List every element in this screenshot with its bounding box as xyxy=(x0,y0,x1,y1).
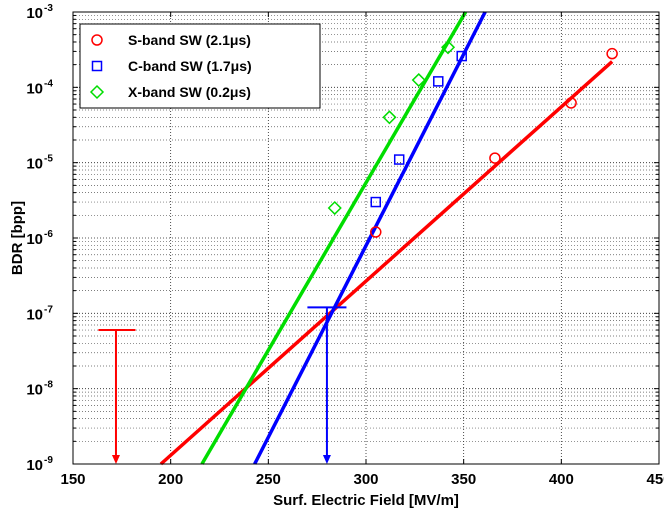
data-point-circle xyxy=(565,97,577,109)
data-point-circle xyxy=(370,226,382,238)
y-tick-exponent: -8 xyxy=(44,380,53,391)
legend-marker-diamond xyxy=(89,84,105,100)
y-axis-label: BDR [bpp] xyxy=(9,201,26,275)
legend-entry-label: S-band SW (2.1μs) xyxy=(128,32,251,48)
legend-box xyxy=(79,23,321,109)
x-tick-label: 400 xyxy=(549,471,574,488)
axes: 15020025030035040045010-910-810-710-610-… xyxy=(26,3,664,488)
x-tick-label: 150 xyxy=(60,471,85,488)
data-point-diamond xyxy=(327,200,342,216)
fit-line-square xyxy=(253,11,487,465)
legend-entry-label: X-band SW (0.2μs) xyxy=(128,84,251,100)
data-point-diamond xyxy=(440,40,456,55)
annotation-arrowhead xyxy=(322,455,331,464)
y-tick-label: 10 xyxy=(26,457,43,474)
y-tick-exponent: -6 xyxy=(44,229,53,240)
y-tick-label: 10 xyxy=(26,306,43,323)
y-tick-exponent: -7 xyxy=(44,304,53,315)
y-tick-label: 10 xyxy=(26,5,43,22)
series-layer xyxy=(98,11,618,466)
x-tick-label: 350 xyxy=(451,471,476,488)
data-point-square xyxy=(456,50,467,62)
y-tick-label: 10 xyxy=(26,231,43,248)
legend-marker-square xyxy=(91,60,103,72)
data-point-circle xyxy=(606,47,618,60)
y-tick-exponent: -4 xyxy=(44,78,53,89)
data-point-diamond xyxy=(382,110,397,125)
fit-line-diamond xyxy=(200,11,468,465)
data-point-square xyxy=(370,196,382,208)
data-point-circle xyxy=(489,152,501,164)
data-point-diamond xyxy=(411,72,426,88)
fit-line-circle xyxy=(159,60,614,466)
x-tick-label: 200 xyxy=(158,471,183,488)
y-tick-exponent: -5 xyxy=(44,154,53,165)
legend: S-band SW (2.1μs) C-band SW (1.7μs) X-band… xyxy=(79,23,321,109)
y-tick-exponent: -9 xyxy=(44,455,53,466)
x-tick-label: 300 xyxy=(353,471,378,488)
y-tick-label: 10 xyxy=(26,80,43,97)
x-tick-label: 250 xyxy=(256,471,281,488)
y-tick-label: 10 xyxy=(26,156,43,173)
data-point-square xyxy=(393,154,405,165)
annotation-arrowhead xyxy=(111,455,120,464)
x-tick-label: 450 xyxy=(646,471,664,488)
data-point-square xyxy=(433,76,444,87)
legend-entry-label: C-band SW (1.7μs) xyxy=(128,58,252,74)
x-axis-label: Surf. Electric Field [MV/m] xyxy=(273,492,459,509)
y-tick-label: 10 xyxy=(26,382,43,399)
y-tick-exponent: -3 xyxy=(44,3,53,14)
legend-marker-circle xyxy=(91,34,103,46)
